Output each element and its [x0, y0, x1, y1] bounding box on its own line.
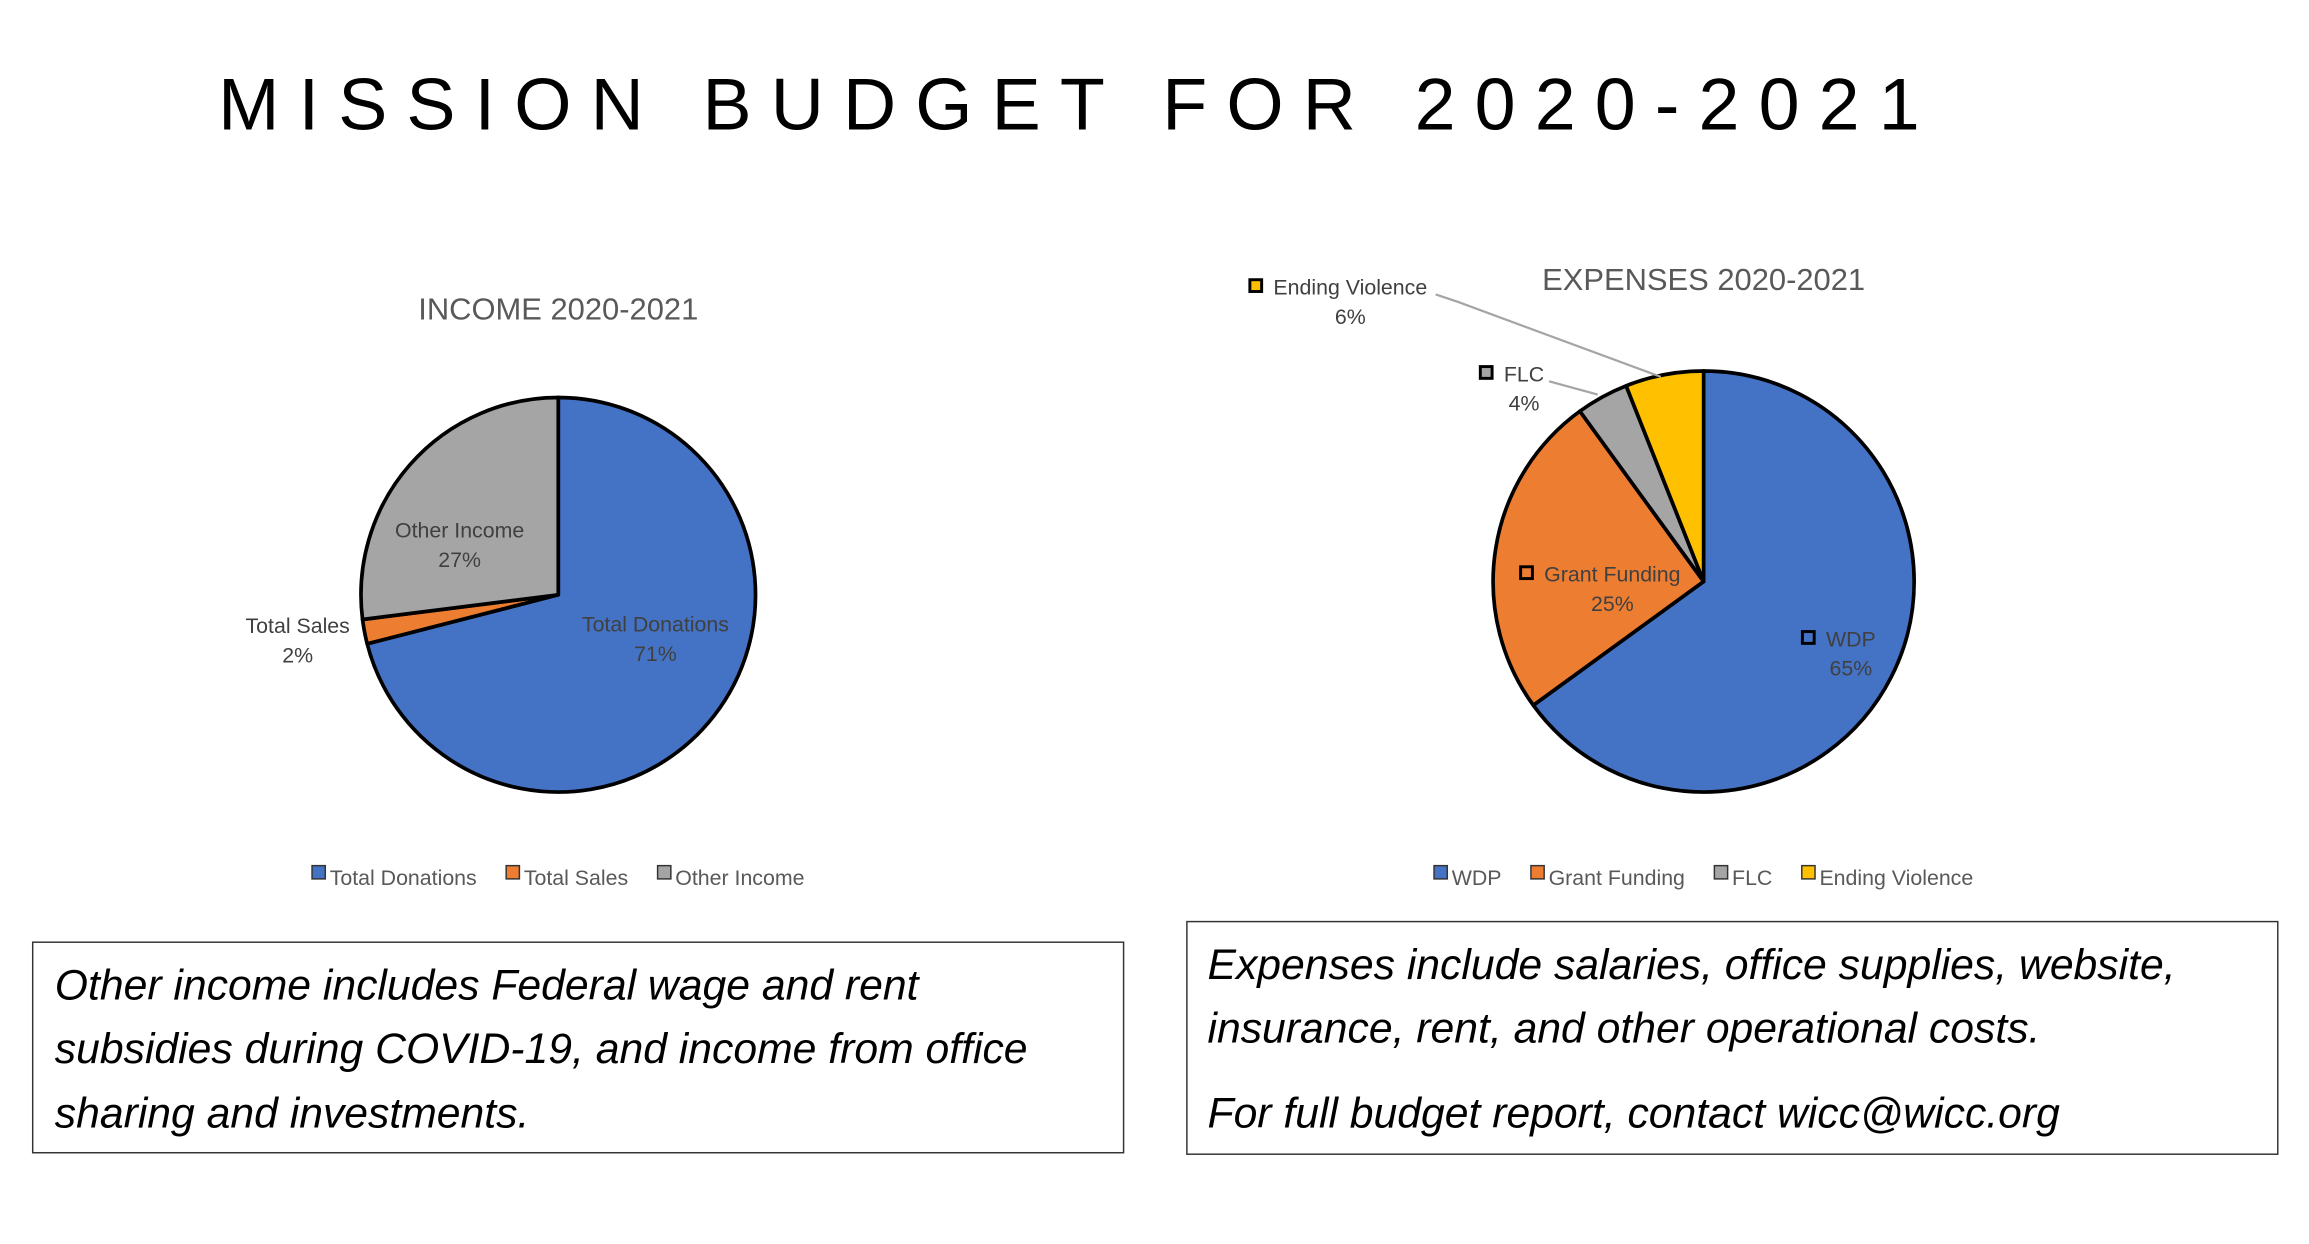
slice-label: Total Donations — [582, 613, 729, 637]
legend-swatch — [1433, 864, 1449, 880]
legend-swatch — [311, 864, 327, 880]
slice-value-label: 27% — [438, 548, 481, 572]
slice-value-label: 6% — [1335, 305, 1366, 329]
slice-value-label: 65% — [1829, 657, 1872, 681]
legend-label: FLC — [1732, 866, 1772, 890]
note-box — [31, 941, 1125, 1154]
leader-line — [1435, 293, 1662, 378]
chart-title: INCOME 2020-2021 — [418, 291, 698, 326]
label-marker — [1248, 278, 1264, 293]
label-marker — [1800, 630, 1816, 645]
slice-label: WDP — [1826, 627, 1876, 651]
slice-label: Total Sales — [246, 614, 350, 638]
pie-slice — [1624, 369, 1706, 584]
note-line: subsidies during COVID-19, and income fr… — [55, 1025, 1028, 1073]
pie-slice — [359, 395, 561, 622]
legend-label: Ending Violence — [1819, 866, 1973, 890]
note-line: Expenses include salaries, office suppli… — [1207, 941, 2175, 989]
slice-label: Other Income — [395, 518, 524, 542]
note-box — [1186, 920, 2279, 1155]
pie-slice — [1531, 369, 1916, 794]
label-marker — [1478, 365, 1494, 380]
legend-swatch — [505, 864, 521, 880]
slice-value-label: 4% — [1509, 392, 1540, 416]
legend-label: Total Donations — [330, 866, 477, 890]
note-line: For full budget report, contact wicc@wic… — [1207, 1090, 2060, 1138]
legend-swatch — [1530, 864, 1545, 880]
legend-label: Total Sales — [524, 866, 628, 890]
slice-label: FLC — [1504, 362, 1544, 386]
slice-label: Grant Funding — [1544, 563, 1680, 587]
slice-value-label: 25% — [1591, 592, 1634, 616]
pie-slice — [365, 395, 758, 794]
note-line: sharing and investments. — [55, 1090, 530, 1138]
legend-label: Other Income — [675, 866, 804, 890]
legend-label: Grant Funding — [1549, 866, 1685, 890]
note-line: insurance, rent, and other operational c… — [1207, 1004, 2040, 1052]
pie-slice — [1491, 409, 1706, 708]
slice-label: Ending Violence — [1273, 275, 1427, 299]
slice-value-label: 71% — [634, 642, 677, 666]
page-title: MISSION BUDGET FOR 2020-2021 — [218, 63, 1939, 146]
slice-value-label: 2% — [282, 643, 313, 667]
legend-label: WDP — [1452, 866, 1502, 890]
leader-line — [1548, 380, 1598, 396]
label-marker — [1519, 565, 1534, 581]
legend-swatch — [1713, 864, 1729, 880]
note-line: Other income includes Federal wage and r… — [55, 962, 921, 1010]
legend-swatch — [1801, 864, 1816, 880]
chart-title: EXPENSES 2020-2021 — [1542, 262, 1865, 297]
legend-swatch — [656, 864, 672, 880]
